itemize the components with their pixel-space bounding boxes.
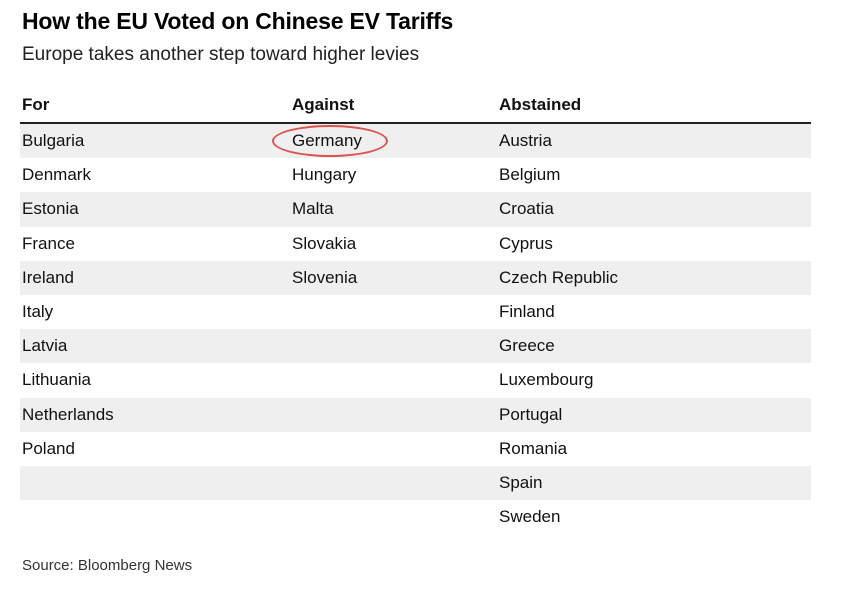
cell-against: Malta [292, 199, 334, 219]
cell-for: Poland [22, 438, 75, 458]
chart-subtitle: Europe takes another step toward higher … [22, 44, 420, 65]
cell-for: Lithuania [22, 370, 92, 390]
cell-abstained: Luxembourg [499, 370, 594, 390]
cell-abstained: Sweden [499, 507, 561, 527]
cell-abstained: Austria [499, 131, 552, 150]
column-header-for: For [22, 95, 50, 114]
cell-against: Slovenia [292, 267, 358, 287]
cell-abstained: Portugal [499, 404, 563, 424]
table-row: Latvia Greece [20, 329, 811, 364]
source-note: Source: Bloomberg News [22, 557, 193, 574]
table-row: Spain [20, 465, 811, 501]
cell-for: Bulgaria [22, 131, 85, 150]
column-header-against: Against [292, 95, 355, 114]
cell-against: Hungary [292, 165, 357, 185]
table-row: Ireland Slovenia Czech Republic [20, 260, 811, 295]
table-row: Netherlands Portugal [20, 397, 811, 432]
cell-for: Italy [22, 301, 54, 321]
cell-abstained: Croatia [499, 199, 554, 219]
cell-abstained: Greece [499, 336, 555, 356]
cell-for: Latvia [22, 336, 68, 356]
table-row: Poland Romania [20, 432, 811, 466]
table-row: Bulgaria Germany Austria [20, 124, 811, 159]
cell-abstained: Belgium [499, 165, 561, 185]
table-row: Italy Finland [20, 295, 811, 329]
chart-title: How the EU Voted on Chinese EV Tariffs [22, 8, 454, 34]
column-header-abstained: Abstained [499, 95, 582, 114]
table-header: For Against Abstained [20, 90, 811, 124]
cell-against: Slovakia [292, 233, 357, 253]
cell-abstained: Finland [499, 301, 555, 321]
table-body: Bulgaria Germany Austria Denmark Hungary Belg… [20, 124, 811, 534]
cell-abstained: Cyprus [499, 233, 553, 253]
vote-table: For Against Abstained Bulgaria Germany Aus… [20, 90, 811, 534]
table-row: Lithuania Luxembourg [20, 363, 811, 397]
cell-for: France [22, 233, 75, 253]
table-row: Denmark Hungary Belgium [20, 158, 811, 192]
table-row: Sweden [20, 500, 811, 534]
cell-abstained: Romania [499, 438, 568, 458]
cell-for: Denmark [22, 165, 91, 185]
cell-against: Germany [292, 131, 362, 150]
cell-abstained: Spain [499, 472, 543, 492]
table-row: France Slovakia Cyprus [20, 227, 811, 261]
cell-for: Estonia [22, 199, 79, 219]
cell-abstained: Czech Republic [499, 267, 619, 287]
cell-for: Ireland [22, 267, 74, 287]
table-row: Estonia Malta Croatia [20, 192, 811, 227]
cell-for: Netherlands [22, 404, 114, 424]
